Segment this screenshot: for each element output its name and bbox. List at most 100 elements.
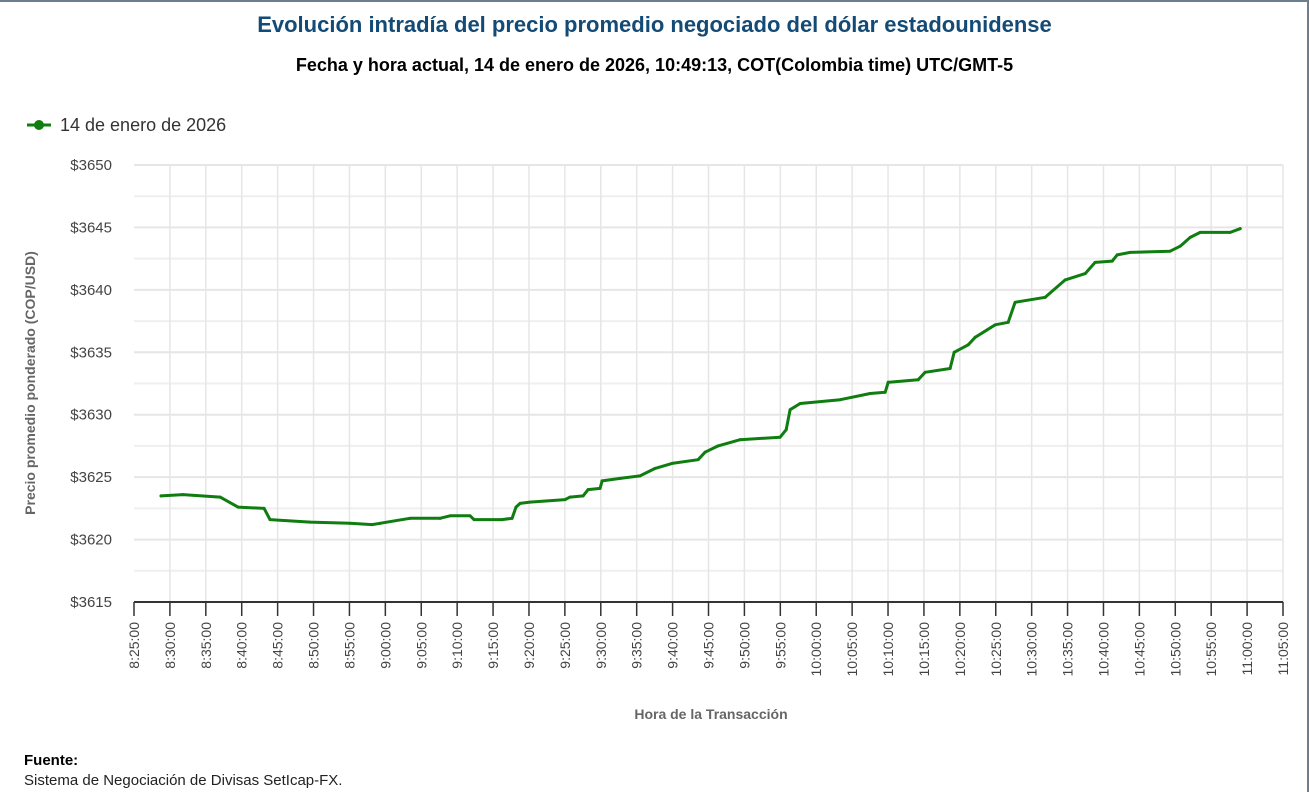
x-tick-label: 11:05:00 [1275,622,1291,676]
x-tick-label: 11:00:00 [1239,622,1255,676]
data-point [268,518,272,522]
x-tick-label: 10:25:00 [988,622,1004,677]
data-point [738,438,742,442]
x-tick-label: 8:25:00 [126,622,142,669]
y-tick-label: $3630 [70,407,112,424]
chart-subtitle: Fecha y hora actual, 14 de enero de 2026… [295,55,1014,75]
data-point [883,390,887,394]
data-point [598,486,602,490]
data-point [886,380,890,384]
data-point [838,398,842,402]
y-tick-label: $3635 [70,344,112,361]
y-tick-label: $3615 [70,594,112,611]
x-tick-label: 9:25:00 [557,622,573,669]
data-point [586,488,590,492]
data-point [778,435,782,439]
data-point [262,506,266,510]
data-point [788,408,792,412]
data-point [653,466,657,470]
source-label: Fuente: [24,752,79,769]
data-point [784,428,788,432]
x-tick-label: 10:20:00 [952,622,968,677]
x-tick-label: 10:15:00 [916,622,932,677]
x-tick-label: 9:55:00 [772,622,788,669]
x-tick-label: 10:50:00 [1167,622,1183,677]
x-tick-label: 9:05:00 [413,622,429,669]
data-point [600,479,604,483]
data-point [1083,272,1087,276]
x-tick-label: 9:20:00 [521,622,537,669]
data-point [1168,249,1172,253]
data-point [618,476,622,480]
x-tick-label: 10:00:00 [808,622,824,677]
data-point [378,521,382,525]
data-point [1006,320,1010,324]
data-point [638,474,642,478]
x-tick-label: 9:30:00 [593,622,609,669]
x-tick-label: 9:10:00 [449,622,465,669]
data-point [1238,227,1242,231]
x-tick-label: 9:45:00 [701,622,717,669]
legend-dot-marker [34,120,44,130]
legend[interactable]: 14 de enero de 2026 [27,115,226,135]
x-tick-label: 8:45:00 [270,622,286,669]
x-tick-label: 9:00:00 [377,622,393,669]
data-point [159,494,163,498]
x-tick-label: 8:40:00 [234,622,250,669]
data-point [181,493,185,497]
data-point [1228,230,1232,234]
data-point [703,450,707,454]
data-point [236,505,240,509]
data-point [916,378,920,382]
x-tick-label: 8:30:00 [162,622,178,669]
data-point [308,520,312,524]
x-tick-label: 8:55:00 [341,622,357,669]
data-point [581,494,585,498]
data-point [468,514,472,518]
x-tick-label: 8:35:00 [198,622,214,669]
data-point [973,335,977,339]
data-point [696,458,700,462]
y-tick-label: $3650 [70,157,112,174]
x-tick-label: 10:35:00 [1060,622,1076,677]
legend-label: 14 de enero de 2026 [60,115,226,135]
data-point [868,391,872,395]
data-point [518,501,522,505]
x-tick-label: 10:45:00 [1131,622,1147,677]
y-tick-label: $3640 [70,282,112,299]
axes: 8:25:00 8:30:00 8:35:00 8:40:00 8:45:00 8:50:… [70,157,1291,677]
data-point [438,516,442,520]
data-point [952,350,956,354]
data-point [500,518,504,522]
series-layer [159,227,1242,527]
data-point [448,514,452,518]
x-tick-label: 9:40:00 [665,622,681,669]
data-point [1043,295,1047,299]
x-tick-label: 10:05:00 [844,622,860,677]
data-point [923,370,927,374]
source-text: Sistema de Negociación de Divisas SetIca… [24,772,343,789]
data-point [948,367,952,371]
data-point [472,518,476,522]
data-point [670,461,674,465]
data-point [1110,259,1114,263]
data-point [514,505,518,509]
data-point [528,500,532,504]
data-point [370,523,374,527]
data-point [716,444,720,448]
data-point [1063,278,1067,282]
data-point [1178,244,1182,248]
x-tick-label: 9:15:00 [485,622,501,669]
x-tick-label: 10:10:00 [880,622,896,677]
series-line [159,227,1242,527]
data-point [563,498,567,502]
grid [134,164,1284,603]
data-point [1115,253,1119,257]
chart-title: Evolución intradía del precio promedio n… [257,12,1052,37]
x-tick-label: 9:50:00 [736,622,752,669]
x-tick-label: 9:35:00 [629,622,645,669]
data-point [348,521,352,525]
data-point [1013,300,1017,304]
data-point [1188,235,1192,239]
